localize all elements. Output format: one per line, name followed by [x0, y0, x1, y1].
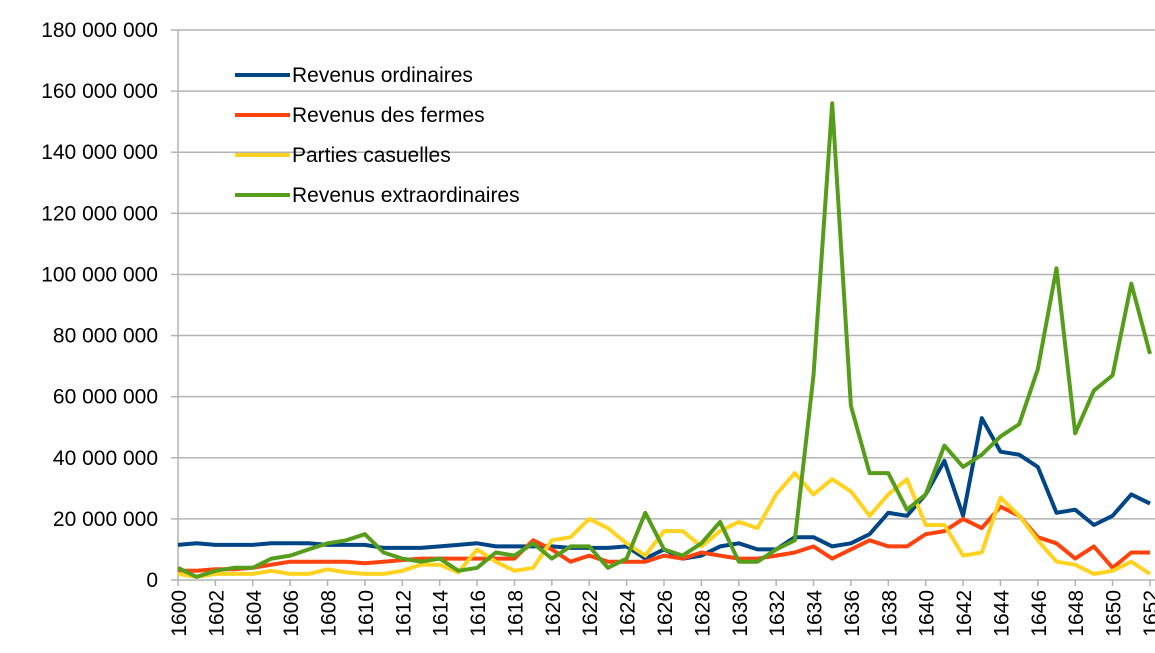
y-tick-label: 160 000 000 [41, 80, 158, 103]
x-tick-label: 1642 [953, 590, 976, 637]
legend-label: Revenus des fermes [292, 104, 485, 127]
x-tick-label: 1608 [318, 590, 341, 637]
x-tick-label: 1638 [878, 590, 901, 637]
x-tick-label: 1610 [355, 590, 378, 637]
y-tick-label: 100 000 000 [41, 263, 158, 286]
series-line [177, 101, 1152, 579]
x-tick-label: 1618 [504, 590, 527, 637]
x-tick-label: 1636 [841, 590, 864, 637]
x-tick-label: 1620 [542, 590, 565, 637]
x-tick-label: 1602 [205, 590, 228, 637]
x-tick-label: 1614 [430, 590, 453, 637]
x-tick-label: 1644 [990, 590, 1013, 637]
x-tick-label: 1640 [916, 590, 939, 637]
x-tick-label: 1632 [766, 590, 789, 637]
legend-label: Revenus ordinaires [292, 64, 473, 87]
x-tick-label: 1604 [243, 590, 266, 637]
x-tick-label: 1634 [804, 590, 827, 637]
legend-label: Revenus extraordinaires [292, 184, 520, 207]
y-tick-label: 40 000 000 [53, 447, 158, 470]
legend-label: Parties casuelles [292, 144, 451, 167]
x-tick-label: 1652 [1140, 590, 1155, 637]
x-tick-label: 1650 [1103, 590, 1126, 637]
x-tick-label: 1600 [168, 590, 191, 637]
y-tick-label: 180 000 000 [41, 19, 158, 42]
x-tick-label: 1612 [392, 590, 415, 637]
y-tick-label: 120 000 000 [41, 202, 158, 225]
x-tick-label: 1616 [467, 590, 490, 637]
y-tick-label: 80 000 000 [53, 325, 158, 348]
x-tick-label: 1622 [579, 590, 602, 637]
x-tick-label: 1624 [617, 590, 640, 637]
series-line [178, 504, 1150, 573]
y-tick-label: 0 [146, 569, 158, 592]
y-tick-label: 140 000 000 [41, 141, 158, 164]
x-tick-label: 1628 [691, 590, 714, 637]
x-tick-label: 1606 [280, 590, 303, 637]
x-tick-label: 1626 [654, 590, 677, 637]
x-tick-label: 1630 [729, 590, 752, 637]
y-tick-label: 20 000 000 [53, 508, 158, 531]
x-tick-label: 1648 [1065, 590, 1088, 637]
x-tick-label: 1646 [1028, 590, 1051, 637]
y-tick-label: 60 000 000 [53, 386, 158, 409]
series-line [177, 471, 1152, 579]
